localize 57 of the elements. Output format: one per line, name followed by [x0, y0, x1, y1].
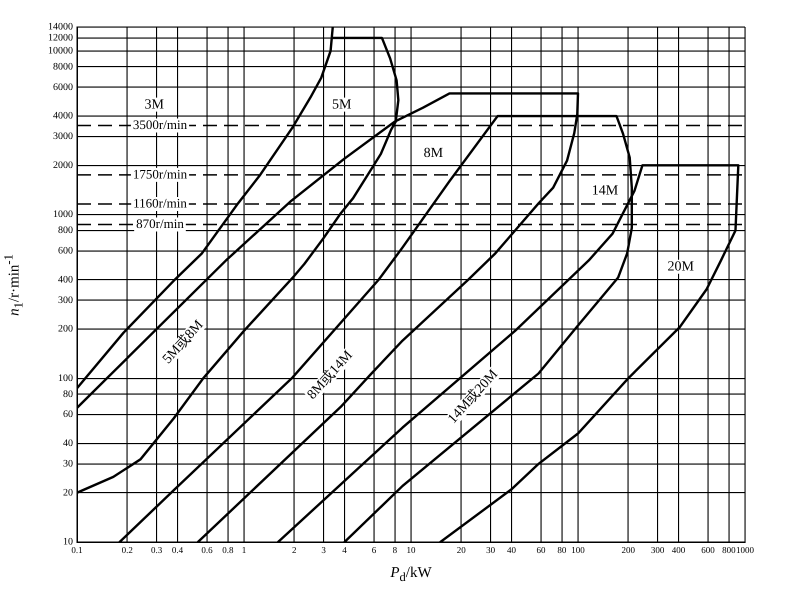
x-tick-label: 100: [571, 544, 586, 555]
y-tick-label: 20: [63, 487, 73, 498]
ref-line-label: 870r/min: [136, 216, 184, 231]
y-tick-label: 100: [58, 372, 73, 384]
y-tick-label: 10000: [48, 46, 73, 57]
ref-line-label: 1750r/min: [132, 166, 188, 182]
x-tick-label: 40: [507, 544, 517, 555]
y-tick-label: 2000: [53, 160, 73, 171]
x-tick-label: 60: [536, 544, 546, 555]
x-tick-label: 0.2: [122, 544, 133, 555]
x-tick-label: 1: [242, 544, 246, 555]
annotation: 5M或8M: [159, 316, 207, 367]
x-axis-title: P$_{d}$/kW: [389, 565, 433, 585]
y-tick-label: 14000: [48, 22, 73, 33]
x-tick-label: 20: [456, 544, 466, 555]
y-tick-label: 4000: [53, 110, 73, 122]
x-tick-label: 200: [622, 544, 636, 555]
x-tick-label: 1000: [736, 544, 754, 555]
annotation: 3M: [144, 97, 164, 112]
y-tick-label: 30: [63, 458, 73, 470]
y-tick-label: 60: [63, 409, 73, 420]
y-tick-label: 800: [58, 225, 73, 236]
annotation: 14M: [592, 183, 619, 198]
annotation: 8M: [424, 146, 444, 162]
x-tick-label: 400: [672, 544, 686, 555]
x-tick-label: 4: [342, 544, 348, 555]
x-tick-label: 30: [486, 544, 496, 555]
y-tick-label: 3000: [53, 131, 73, 142]
x-tick-label: 80: [557, 544, 567, 555]
x-tick-label: 0.4: [172, 544, 184, 555]
annotation: 5M: [332, 97, 352, 112]
ref-line-label: 1160r/min: [133, 195, 188, 210]
y-tick-label: 40: [63, 438, 73, 450]
x-tick-label: 800: [722, 544, 736, 555]
ref-line-label: 3500r/min: [132, 116, 188, 132]
x-tick-label: 600: [701, 544, 716, 555]
x-tick-label: 0.6: [201, 544, 214, 555]
x-tick-label: 0.8: [222, 544, 234, 555]
x-tick-label: 0.1: [71, 544, 83, 555]
y-tick-label: 600: [58, 246, 73, 257]
annotation: 20M: [667, 259, 694, 274]
x-tick-label: 300: [650, 544, 665, 555]
x-tick-label: 10: [406, 544, 416, 555]
y-tick-label: 200: [58, 324, 73, 335]
y-tick-label: 300: [58, 294, 73, 306]
x-tick-label: 6: [372, 544, 377, 555]
y-tick-label: 6000: [53, 82, 73, 93]
y-tick-label: 400: [58, 274, 73, 286]
y-tick-label: 1000: [53, 209, 73, 220]
y-tick-label: 8000: [53, 61, 73, 72]
x-tick-label: 2: [292, 544, 297, 555]
y-tick-label: 10: [63, 536, 73, 548]
x-tick-label: 8: [392, 544, 398, 555]
y-tick-label: 80: [63, 388, 73, 400]
x-tick-label: 0.3: [151, 544, 163, 555]
x-tick-label: 3: [321, 544, 326, 555]
y-tick-label: 12000: [48, 32, 73, 44]
